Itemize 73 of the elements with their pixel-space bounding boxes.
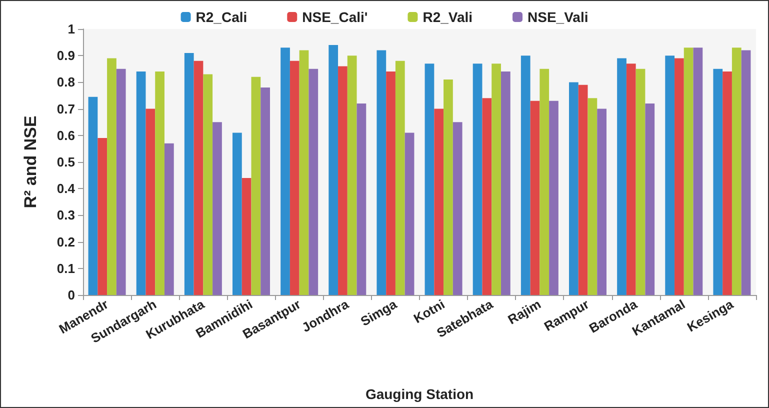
y-tick-label: 1 [68, 22, 75, 36]
bar [636, 68, 646, 295]
y-tick-label: 0.1 [56, 260, 75, 276]
bar [540, 68, 550, 295]
y-tick-label: 0.8 [56, 74, 75, 90]
legend-label: R2_Vali [422, 9, 473, 25]
bar [386, 72, 396, 295]
bar [645, 103, 655, 295]
bar [674, 58, 684, 295]
bar [136, 72, 146, 295]
bar [280, 48, 290, 295]
bar [665, 56, 675, 295]
bar [232, 132, 242, 295]
bar [146, 108, 156, 295]
y-tick-label: 0.2 [56, 234, 75, 250]
bar [444, 80, 453, 295]
bar [347, 56, 357, 295]
bar [308, 68, 318, 295]
bar [290, 60, 300, 295]
bar [492, 64, 501, 295]
bar [424, 64, 434, 295]
bar [184, 52, 194, 295]
bar [549, 100, 558, 295]
bar [520, 56, 530, 295]
bar [299, 50, 309, 295]
y-axis-title: R² and NSE [21, 116, 40, 208]
y-tick-label: 0 [68, 288, 75, 302]
bar [434, 108, 444, 295]
bar [98, 138, 108, 295]
legend-label: NSE_Vali [528, 9, 588, 25]
legend-label: R2_Cali [196, 9, 248, 25]
bar [732, 48, 742, 295]
bar [88, 96, 98, 295]
bar [578, 84, 588, 295]
y-tick-label: 0.9 [56, 48, 75, 64]
y-tick-label: 0.6 [56, 128, 75, 143]
bar [242, 178, 252, 295]
bar [482, 98, 492, 295]
legend-label: NSE_Cali' [302, 9, 368, 25]
bar [395, 60, 405, 295]
bar [713, 68, 723, 295]
bar [328, 44, 338, 295]
bar [107, 58, 116, 295]
y-tick-label: 0.4 [56, 181, 76, 196]
bar [472, 64, 482, 295]
bar [569, 82, 578, 295]
bar [356, 103, 366, 295]
y-tick-label: 0.5 [56, 154, 75, 170]
bar [260, 88, 270, 295]
bar [617, 58, 626, 295]
bar [212, 122, 222, 295]
bar [338, 66, 348, 295]
bar [693, 48, 703, 295]
bar [588, 98, 598, 295]
bar [452, 122, 462, 295]
bar [626, 64, 636, 295]
bar [404, 132, 414, 295]
x-axis-title: Gauging Station [365, 386, 474, 402]
bar [116, 68, 126, 295]
bar [722, 72, 732, 295]
bar [251, 76, 261, 295]
bar [376, 50, 386, 295]
y-tick-label: 0.3 [56, 208, 75, 223]
bar [155, 72, 164, 295]
bar [597, 108, 606, 295]
bar [164, 143, 174, 295]
y-tick-label: 0.7 [56, 101, 75, 116]
bar [741, 50, 751, 295]
bar [500, 72, 510, 295]
bar [684, 48, 694, 295]
bar [194, 60, 204, 295]
bar [203, 74, 213, 295]
bar [530, 100, 540, 295]
